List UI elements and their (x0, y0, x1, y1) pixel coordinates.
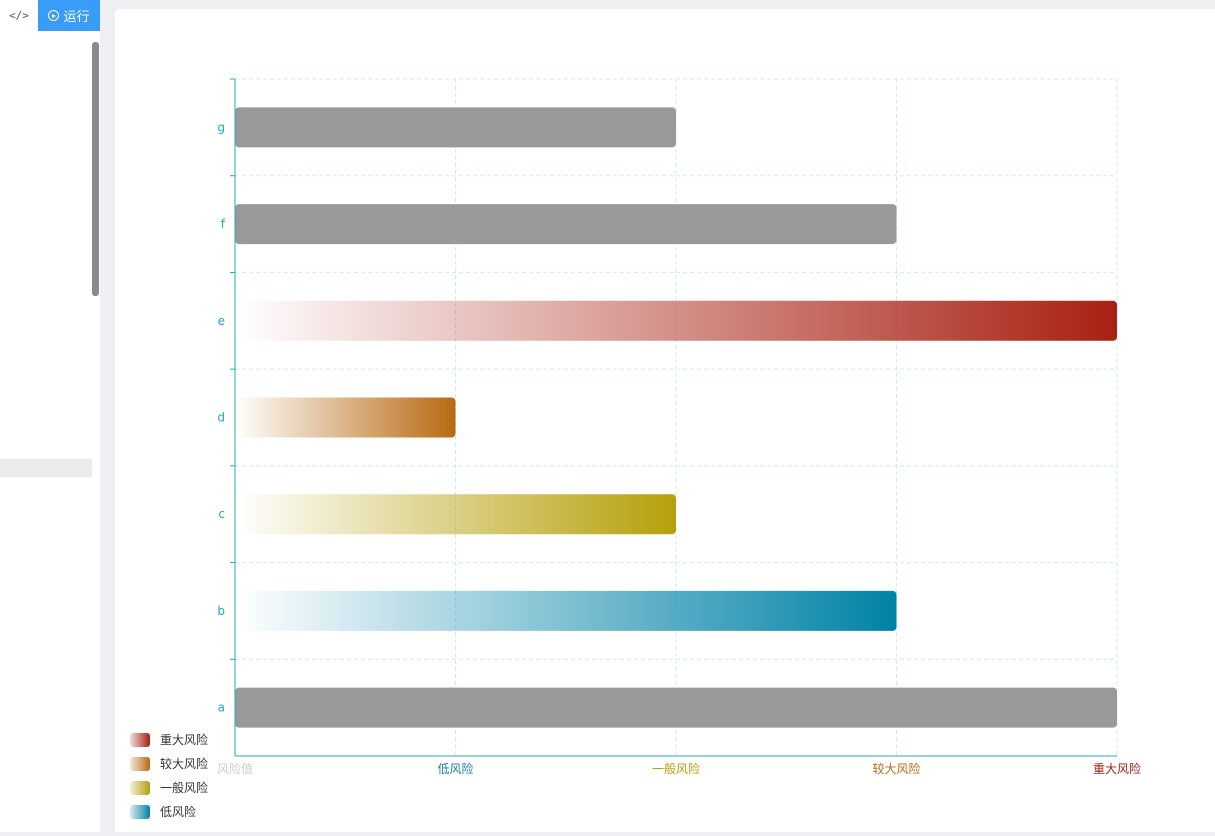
x-tick-label: 一般风险 (652, 761, 700, 776)
y-tick-label-f: f (221, 217, 226, 231)
x-tick-label: 重大风险 (1093, 761, 1141, 776)
top-strip (0, 0, 1215, 9)
chart-preview-panel: a b c d e f g 风险值 低风险 一般风险 较大风险 重大风险 重大风险 较大风险 一般风险 低风… (115, 9, 1215, 832)
legend-swatch[interactable] (130, 733, 150, 747)
code-view-button[interactable]: </> (0, 0, 38, 31)
pane-divider[interactable] (100, 0, 115, 832)
bar-c[interactable] (235, 494, 676, 535)
y-tick-label-a: a (218, 701, 225, 715)
editor-scrollbar[interactable] (92, 42, 99, 296)
legend-label[interactable]: 一般风险 (160, 780, 208, 795)
editor-toolbar: </> 运行 (0, 0, 100, 31)
play-icon (48, 10, 60, 21)
bar-a[interactable] (235, 687, 1117, 728)
y-tick-label-b: b (217, 604, 225, 618)
bar-e[interactable] (235, 300, 1117, 341)
bar-d[interactable] (235, 397, 456, 438)
bar-f[interactable] (235, 204, 897, 245)
legend-label[interactable]: 较大风险 (160, 756, 208, 771)
legend-label[interactable]: 重大风险 (160, 732, 208, 747)
bar-g[interactable] (235, 107, 676, 148)
code-icon: </> (9, 9, 29, 22)
editor-current-line (0, 459, 92, 477)
legend-swatch[interactable] (130, 805, 150, 819)
y-tick-label-g: g (217, 120, 225, 134)
bar-b[interactable] (235, 590, 897, 631)
x-tick-label: 低风险 (437, 761, 473, 776)
legend-swatch[interactable] (130, 781, 150, 795)
x-tick-label: 较大风险 (872, 761, 920, 776)
y-tick-label-e: e (218, 314, 225, 328)
y-tick-label-c: c (218, 507, 225, 521)
run-button[interactable]: 运行 (38, 0, 100, 31)
run-button-label: 运行 (63, 10, 90, 25)
legend-swatch[interactable] (130, 757, 150, 771)
code-editor-pane[interactable]: </> 运行 (0, 0, 100, 832)
x-tick-label: 风险值 (217, 761, 253, 776)
y-tick-label-d: d (217, 411, 225, 425)
legend-label[interactable]: 低风险 (160, 804, 196, 819)
